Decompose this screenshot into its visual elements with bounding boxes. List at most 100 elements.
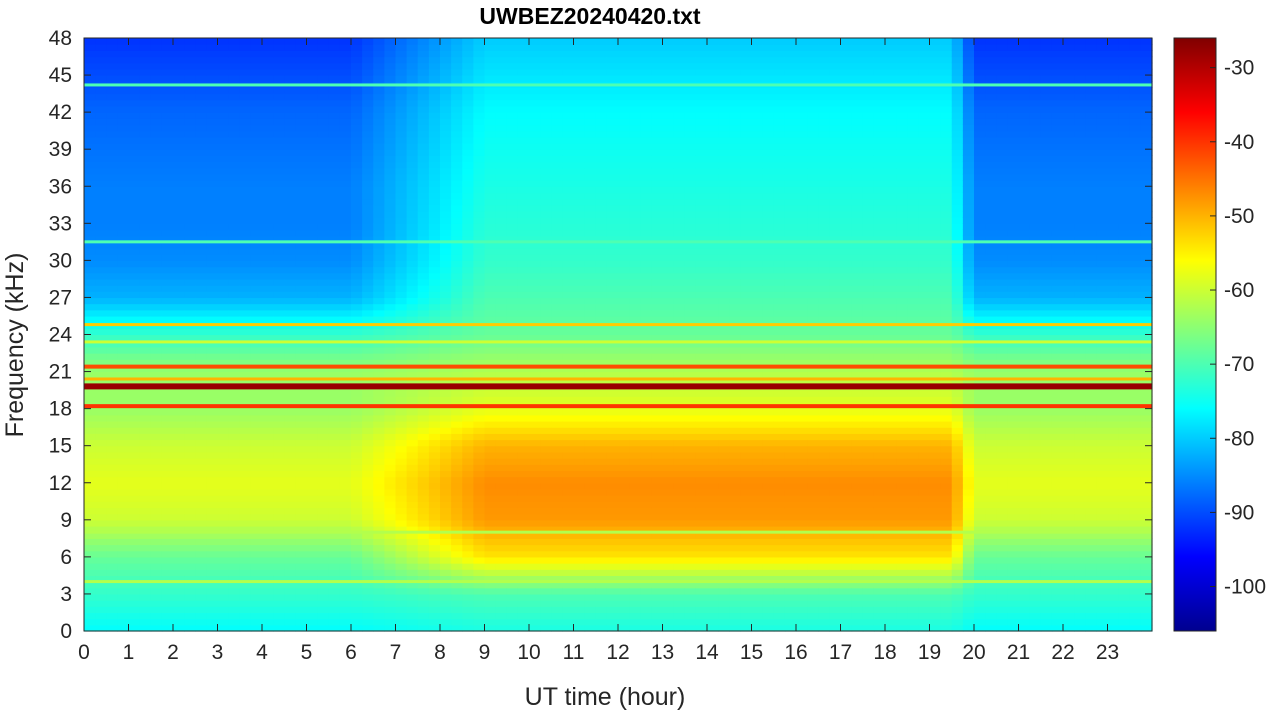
heatmap-cell: [517, 365, 530, 373]
heatmap-cell: [473, 93, 486, 101]
heatmap-cell: [640, 464, 652, 471]
heatmap-cell: [551, 593, 563, 601]
heatmap-cell: [384, 38, 397, 45]
heatmap-cell: [573, 62, 586, 70]
heatmap-cell: [651, 75, 664, 82]
heatmap-cell: [139, 210, 152, 218]
heatmap-cell: [351, 99, 363, 107]
heatmap-cell: [551, 581, 563, 589]
heatmap-cell: [584, 600, 597, 607]
heatmap-cell: [529, 451, 541, 459]
heatmap-cell: [640, 353, 652, 360]
heatmap-cell: [651, 130, 664, 138]
heatmap-cell: [562, 272, 575, 280]
heatmap-cell: [217, 550, 230, 558]
heatmap-cell: [506, 112, 519, 119]
heatmap-cell: [351, 624, 363, 632]
heatmap-cell: [106, 624, 118, 632]
heatmap-cell: [395, 476, 408, 484]
heatmap-cell: [184, 458, 196, 465]
heatmap-cell: [428, 155, 441, 163]
heatmap-cell: [618, 56, 630, 64]
heatmap-cell: [217, 105, 230, 113]
heatmap-cell: [95, 180, 107, 187]
heatmap-cell: [428, 68, 441, 76]
heatmap-cell: [217, 334, 230, 342]
heatmap-cell: [384, 112, 397, 119]
heatmap-cell: [551, 44, 563, 51]
heatmap-cell: [284, 544, 296, 552]
heatmap-cell: [428, 223, 441, 231]
heatmap-cell: [84, 87, 96, 95]
heatmap-cell: [395, 309, 408, 317]
heatmap-cell: [495, 606, 508, 614]
heatmap-cell: [651, 272, 664, 280]
heatmap-cell: [506, 458, 519, 465]
heatmap-cell: [239, 390, 252, 397]
heatmap-cell: [584, 149, 597, 156]
heatmap-cell: [373, 612, 385, 620]
heatmap-cell: [573, 587, 586, 595]
heatmap-cell: [328, 278, 341, 286]
heatmap-cell: [161, 346, 174, 354]
heatmap-cell: [195, 297, 207, 305]
heatmap-cell: [306, 458, 319, 465]
heatmap-cell: [295, 241, 308, 249]
heatmap-cell: [618, 451, 630, 459]
heatmap-cell: [217, 427, 230, 434]
heatmap-cell: [640, 569, 652, 577]
heatmap-cell: [284, 359, 296, 366]
heatmap-cell: [395, 229, 408, 237]
heatmap-cell: [128, 353, 141, 360]
heatmap-cell: [428, 93, 441, 101]
heatmap-cell: [595, 56, 608, 64]
heatmap-cell: [273, 532, 285, 539]
heatmap-cell: [451, 606, 463, 614]
heatmap-cell: [239, 618, 252, 626]
heatmap-cell: [373, 235, 385, 243]
heatmap-cell: [217, 587, 230, 595]
heatmap-cell: [362, 315, 374, 323]
heatmap-cell: [395, 495, 408, 502]
heatmap-cell: [362, 38, 374, 45]
heatmap-cell: [228, 365, 241, 373]
heatmap-cell: [440, 408, 452, 416]
heatmap-cell: [295, 501, 308, 509]
heatmap-cell: [640, 532, 652, 539]
heatmap-cell: [451, 377, 463, 385]
heatmap-cell: [262, 229, 274, 237]
heatmap-cell: [150, 624, 163, 632]
heatmap-cell: [139, 532, 152, 539]
heatmap-cell: [506, 285, 519, 292]
heatmap-cell: [484, 105, 497, 113]
heatmap-cell: [284, 618, 296, 626]
heatmap-cell: [273, 38, 285, 45]
heatmap-cell: [462, 75, 474, 82]
heatmap-cell: [406, 476, 419, 484]
heatmap-cell: [228, 297, 241, 305]
heatmap-cell: [618, 272, 630, 280]
heatmap-cell: [339, 303, 352, 311]
heatmap-cell: [562, 470, 575, 478]
heatmap-cell: [139, 285, 152, 292]
heatmap-cell: [306, 124, 319, 132]
heatmap-cell: [384, 525, 397, 533]
heatmap-cell: [173, 278, 185, 286]
heatmap-cell: [395, 507, 408, 515]
heatmap-cell: [651, 38, 664, 45]
heatmap-cell: [451, 241, 463, 249]
heatmap-cell: [417, 488, 430, 496]
heatmap-cell: [284, 285, 296, 292]
heatmap-cell: [295, 248, 308, 255]
heatmap-cell: [217, 186, 230, 194]
heatmap-cell: [629, 143, 641, 150]
heatmap-cell: [161, 229, 174, 237]
heatmap-cell: [195, 93, 207, 101]
heatmap-cell: [562, 464, 575, 471]
heatmap-cell: [184, 495, 196, 502]
heatmap-cell: [217, 136, 230, 144]
heatmap-cell: [217, 266, 230, 274]
heatmap-cell: [618, 223, 630, 231]
heatmap-cell: [239, 346, 252, 354]
heatmap-cell: [195, 56, 207, 64]
